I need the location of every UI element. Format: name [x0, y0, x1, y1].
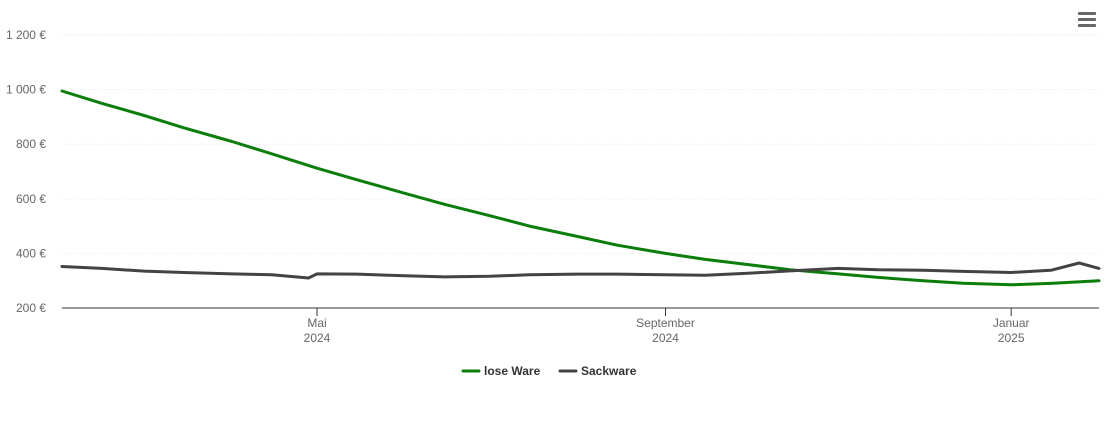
y-tick-label: 800 €	[16, 137, 46, 151]
y-tick-label: 600 €	[16, 192, 46, 206]
legend-item-label[interactable]: lose Ware	[484, 364, 541, 378]
series-line-sackware[interactable]	[60, 261, 1101, 280]
x-tick-label-month: Mai	[307, 316, 326, 330]
y-tick-label: 400 €	[16, 246, 46, 260]
y-tick-label: 200 €	[16, 301, 46, 315]
x-tick-label-month: September	[636, 316, 695, 330]
legend-item-label[interactable]: Sackware	[581, 364, 637, 378]
x-tick-label-year: 2024	[652, 331, 679, 345]
x-tick-label-year: 2025	[998, 331, 1025, 345]
x-tick-label-year: 2024	[304, 331, 331, 345]
y-tick-label: 1 000 €	[6, 83, 46, 97]
series-line-lose-ware[interactable]	[60, 89, 1101, 287]
y-tick-label: 1 200 €	[6, 28, 46, 42]
hamburger-menu-icon[interactable]	[1076, 12, 1098, 32]
x-tick-label-month: Januar	[993, 316, 1030, 330]
